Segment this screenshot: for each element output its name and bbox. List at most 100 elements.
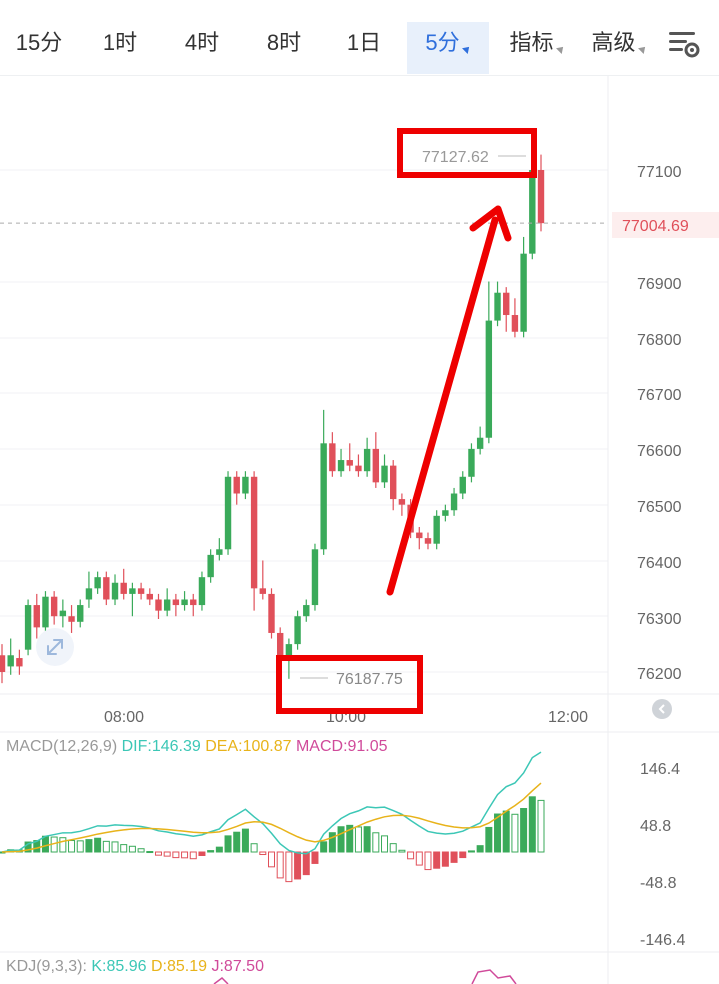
macd-title: MACD(12,26,9) (6, 738, 118, 755)
macd-bar (337, 826, 345, 853)
candle-body (346, 460, 353, 466)
macd-bar (372, 832, 380, 853)
macd-bar (520, 808, 528, 853)
price-tick: 76200 (637, 666, 682, 683)
macd-dif: DIF:146.39 (121, 738, 201, 755)
macd-bar (85, 839, 93, 853)
candle-body (503, 292, 510, 316)
candle-body (103, 577, 110, 600)
candle-body (137, 588, 145, 594)
tab-8h[interactable]: 8时 (246, 0, 322, 76)
candle-body (59, 610, 67, 617)
collapse-chevron-svg (658, 704, 665, 714)
candle-body (276, 632, 284, 661)
chart-settings-svg (669, 32, 700, 58)
candle-body (337, 460, 345, 472)
macd-panel (0, 751, 545, 883)
candle-body (163, 599, 171, 611)
tab-5m[interactable]: 5分 (407, 22, 489, 74)
candle-body (329, 443, 336, 472)
tab-label: 15分 (15, 30, 63, 55)
kdj-legend: KDJ(9,3,3): K:85.96 D:85.19 J:87.50 (6, 958, 264, 976)
candle-body (355, 465, 362, 472)
tab-1d[interactable]: 1日 (328, 0, 400, 76)
high-price-highlight-box (397, 128, 537, 178)
macd-bar (120, 844, 128, 853)
macd-bar (111, 841, 119, 853)
candle-body (476, 437, 484, 449)
macd-bar (441, 851, 449, 867)
tab-15m[interactable]: 15分 (2, 0, 76, 76)
price-tick: 76800 (637, 332, 682, 349)
tab-advanced[interactable]: 高级 (584, 0, 654, 76)
tab-4h[interactable]: 4时 (164, 0, 240, 76)
candle-body (268, 593, 275, 633)
price-tick: 77100 (637, 164, 682, 181)
expand-chart-icon[interactable] (36, 628, 74, 666)
tab-label: 8时 (266, 30, 302, 55)
tab-label: 1时 (102, 30, 138, 55)
candle-body (511, 315, 519, 332)
macd-bar (233, 831, 241, 853)
macd-bar (328, 832, 336, 853)
price-chart[interactable]: 77004.69 77100 76900 76800 76700 76600 7… (0, 76, 719, 984)
candle-body (77, 605, 84, 622)
macd-bar (128, 845, 136, 853)
macd-dif-line (1, 751, 542, 855)
chart-settings-icon[interactable] (666, 26, 702, 62)
candle-body (242, 476, 249, 494)
macd-bar (259, 851, 267, 856)
price-tick: 76900 (637, 276, 682, 293)
macd-axis: 146.4 48.8 -48.8 -146.4 (640, 761, 685, 949)
macd-bar (354, 826, 362, 853)
candle-body (398, 499, 406, 505)
candle-body (207, 554, 214, 578)
low-price-highlight-box (276, 655, 423, 714)
low-price-label: 76187.75 (336, 671, 403, 688)
macd-bar (76, 840, 84, 853)
macd-bar (311, 851, 319, 864)
price-tick: 76400 (637, 555, 682, 572)
candle-body (303, 605, 310, 617)
upward-arrow-annotation (386, 205, 512, 596)
macd-bar (381, 835, 389, 853)
macd-bar (485, 826, 493, 853)
tab-1h[interactable]: 1时 (82, 0, 158, 76)
macd-bar (154, 851, 162, 856)
candle-body (68, 616, 75, 622)
time-tick: 08:00 (104, 709, 144, 726)
tab-label: 4时 (184, 30, 220, 55)
collapse-time-axis-icon[interactable] (652, 699, 672, 719)
candle-body (129, 588, 136, 594)
candle-body (320, 443, 327, 550)
candle-body (24, 605, 32, 650)
candle-body (190, 599, 197, 606)
macd-bar (494, 813, 502, 853)
price-tick: 76600 (637, 443, 682, 460)
candle-body (494, 292, 501, 321)
tab-label: 5分 (425, 30, 460, 55)
candle-body (259, 588, 267, 594)
candle-body (155, 599, 162, 611)
macd-bar (276, 851, 284, 879)
candle-body (450, 493, 458, 511)
timeframe-tab-bar: 15分 1时 4时 8时 1日 5分 指标 高级 (0, 0, 719, 76)
macd-bar (415, 851, 423, 866)
candle-body (111, 582, 119, 600)
macd-tick: -146.4 (640, 932, 685, 949)
macd-bar (459, 851, 467, 859)
candle-body (468, 448, 475, 477)
candle-body (198, 577, 206, 606)
macd-bar (467, 850, 475, 853)
kdj-d: D:85.19 (150, 958, 208, 975)
kdj-title: KDJ(9,3,3): (6, 958, 87, 975)
dropdown-caret-icon (461, 44, 472, 54)
current-price-label: 77004.69 (622, 218, 689, 235)
candle-body (85, 588, 93, 600)
macd-bar (320, 841, 328, 853)
tab-indicators[interactable]: 指标 (502, 0, 572, 76)
macd-bar (450, 851, 458, 863)
expand-arrows-svg (47, 639, 63, 655)
macd-bar (189, 851, 197, 860)
macd-bar (198, 851, 206, 856)
